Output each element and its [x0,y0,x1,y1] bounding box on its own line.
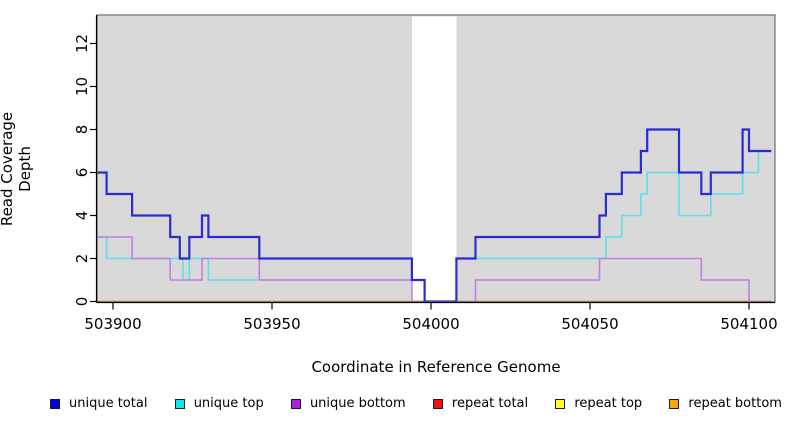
svg-text:504100: 504100 [720,315,777,333]
legend-item-unique-total: unique total [50,396,147,411]
legend-label: unique top [193,396,264,411]
y-axis-title: Read Coverage Depth [0,111,34,227]
legend-item-repeat-top: repeat top [555,396,642,411]
svg-text:10: 10 [73,77,91,96]
svg-text:4: 4 [73,211,91,221]
svg-text:6: 6 [73,168,91,178]
svg-text:12: 12 [73,34,91,53]
legend-item-repeat-total: repeat total [432,396,529,411]
legend-label: repeat bottom [688,396,782,411]
repeat-bottom-swatch-icon [669,398,680,409]
repeat-top-swatch-icon [555,398,566,409]
svg-text:503950: 503950 [243,315,300,333]
legend-item-unique-top: unique top [174,396,264,411]
legend-label: repeat total [451,396,529,411]
svg-text:503900: 503900 [84,315,141,333]
legend-label: unique bottom [309,396,406,411]
repeat-total-swatch-icon [432,398,443,409]
legend-label: repeat top [574,396,643,411]
svg-text:8: 8 [73,125,91,135]
svg-text:504000: 504000 [402,315,459,333]
svg-text:2: 2 [73,254,91,264]
x-axis-title: Coordinate in Reference Genome [311,358,561,376]
legend: unique total unique top unique bottom re… [0,396,792,411]
unique-total-swatch-icon [50,398,60,409]
svg-text:0: 0 [73,297,91,307]
legend-label: unique total [69,396,148,411]
legend-item-unique-bottom: unique bottom [290,396,406,411]
legend-item-repeat-bottom: repeat bottom [669,396,782,411]
unique-bottom-swatch-icon [290,398,301,409]
svg-text:504050: 504050 [561,315,618,333]
unique-top-swatch-icon [174,398,185,409]
